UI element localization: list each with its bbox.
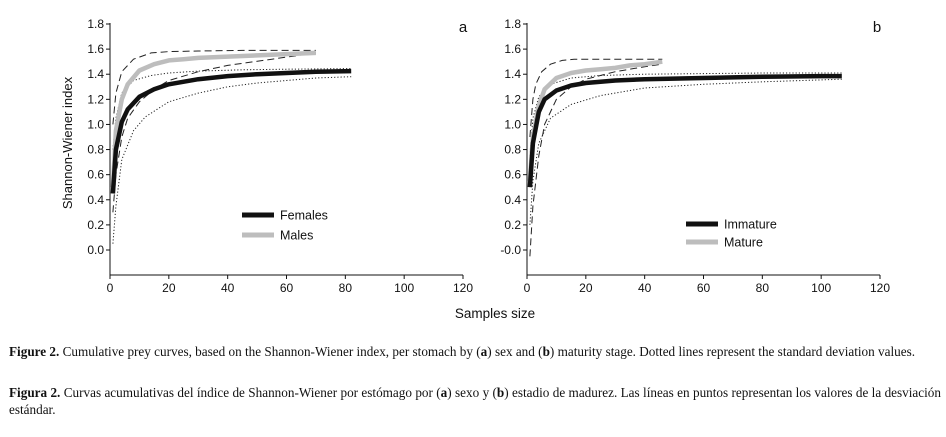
caption-es-label: Figura 2. xyxy=(9,385,61,400)
y-tick-label: 0.8 xyxy=(87,143,104,157)
caption-spanish: Figura 2. Curvas acumulativas del índice… xyxy=(9,384,941,418)
caption-en-text-3: ) maturity stage. Dotted lines represent… xyxy=(549,344,916,359)
y-tick-label: 1.0 xyxy=(87,117,104,131)
y-tick-label: 1.4 xyxy=(87,67,104,81)
y-tick-label: 0.2 xyxy=(504,218,521,232)
caption-en-text-2: ) sex and ( xyxy=(487,344,543,359)
y-tick-label: 0.2 xyxy=(87,218,104,232)
sd-line xyxy=(529,58,663,138)
y-tick-label: 1.4 xyxy=(504,67,521,81)
caption-es-text-3: ) estadio de madurez. Las líneas en punt… xyxy=(9,385,941,417)
y-tick-label: 1.8 xyxy=(504,17,521,31)
x-tick-label: 0 xyxy=(107,281,114,295)
series-line-immature xyxy=(527,73,842,188)
sd-line xyxy=(112,49,316,125)
caption-en-label: Figure 2. xyxy=(9,344,60,359)
x-tick-label: 120 xyxy=(870,281,890,295)
x-tick-label: 100 xyxy=(811,281,831,295)
sd-line xyxy=(529,63,663,257)
y-tick-label: 1.8 xyxy=(87,17,104,31)
y-tick-label: 0.6 xyxy=(87,168,104,182)
x-tick-label: 40 xyxy=(221,281,235,295)
caption-english: Figure 2. Cumulative prey curves, based … xyxy=(9,343,941,360)
series-line-females xyxy=(110,68,352,194)
x-tick-label: 0 xyxy=(524,281,531,295)
caption-es-text-1: Curvas acumulativas del índice de Shanno… xyxy=(60,385,441,400)
sd-line xyxy=(529,78,842,225)
y-tick-label: 1.6 xyxy=(87,42,104,56)
y-tick-label: 0.0 xyxy=(87,243,104,257)
y-tick-label: 0.4 xyxy=(504,193,521,207)
y-tick-label: 1.0 xyxy=(504,117,521,131)
x-tick-label: 60 xyxy=(280,281,294,295)
legend-label: Males xyxy=(280,229,313,243)
y-tick-label: 1.2 xyxy=(504,92,521,106)
caption-en-text-1: Cumulative prey curves, based on the Sha… xyxy=(59,344,481,359)
y-tick-label: 0.8 xyxy=(504,143,521,157)
series-line-males xyxy=(110,50,316,188)
caption-es-a: a xyxy=(440,385,448,400)
legend-label: Mature xyxy=(724,236,763,250)
x-tick-label: 80 xyxy=(339,281,353,295)
y-tick-label: 0.6 xyxy=(504,168,521,182)
x-tick-label: 20 xyxy=(579,281,593,295)
y-tick-label: 1.6 xyxy=(504,42,521,56)
x-tick-label: 60 xyxy=(697,281,711,295)
caption-es-b: b xyxy=(496,385,505,400)
x-tick-label: 80 xyxy=(756,281,770,295)
caption-es-text-2: ) sexo y ( xyxy=(447,385,497,400)
legend-label: Immature xyxy=(724,218,777,232)
y-tick-label: 1.2 xyxy=(87,92,104,106)
y-axis-label: Shannon-Wiener index xyxy=(60,76,75,209)
x-tick-label: 20 xyxy=(162,281,176,295)
caption-en-b: b xyxy=(542,344,550,359)
x-tick-label: 120 xyxy=(453,281,473,295)
caption-en-a: a xyxy=(480,344,488,359)
x-tick-label: 100 xyxy=(394,281,414,295)
y-tick-label: 0.4 xyxy=(87,193,104,207)
legend-label: Females xyxy=(280,209,328,223)
chart-panel-a: 0.0 0.2 0.4 0.6 0.8 1.0 1.2 1.4 1.6 1.8 0 20 40 60 80 1… xyxy=(87,17,473,295)
x-axis-label: Samples size xyxy=(455,306,535,321)
panel-label: b xyxy=(873,19,881,36)
panel-label: a xyxy=(459,19,468,36)
sd-line xyxy=(112,68,352,150)
y-tick-label: -0.0 xyxy=(500,243,521,257)
chart-panel-b: -0.0 0.2 0.4 0.6 0.8 1.0 1.2 1.4 1.6 1.8 0 20 40 60 80… xyxy=(500,17,890,295)
x-tick-label: 40 xyxy=(638,281,652,295)
